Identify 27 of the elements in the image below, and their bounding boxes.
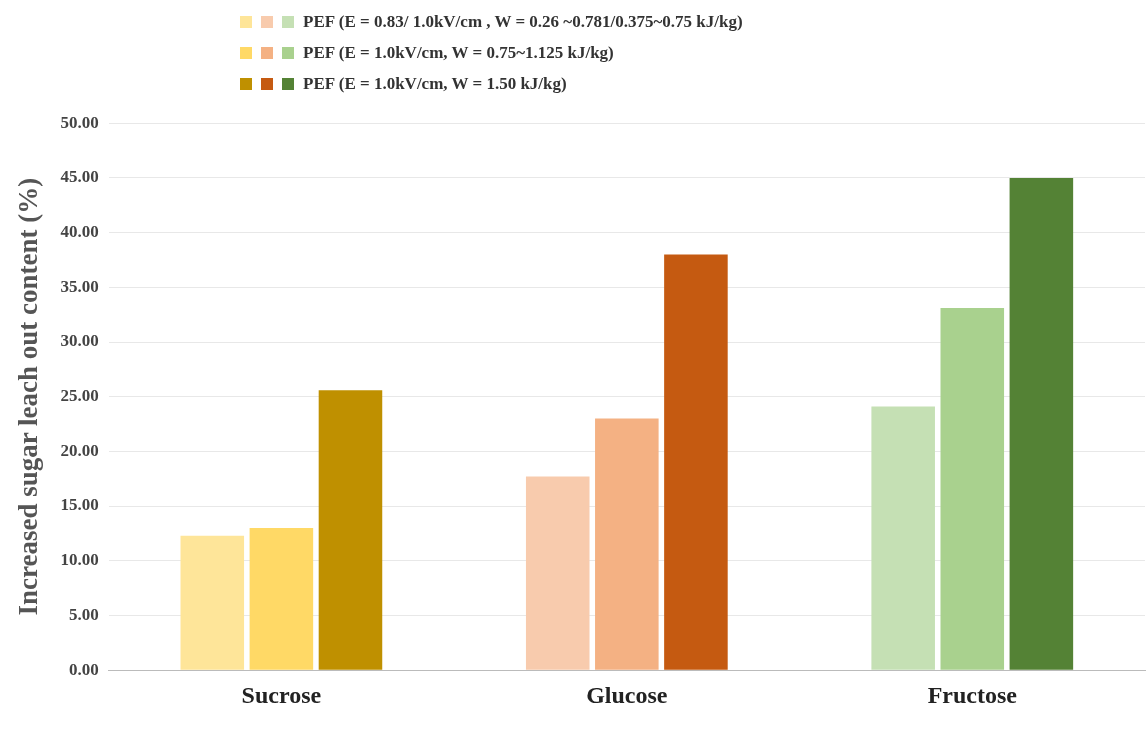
bar bbox=[871, 406, 935, 670]
y-tick-label: 10.00 bbox=[60, 550, 99, 570]
y-tick-label: 40.00 bbox=[60, 221, 99, 241]
legend-label: PEF (E = 1.0kV/cm, W = 0.75~1.125 kJ/kg) bbox=[303, 42, 614, 63]
y-tick-label: 35.00 bbox=[60, 276, 99, 296]
y-tick-label: 30.00 bbox=[60, 331, 99, 351]
x-tick-label: Sucrose bbox=[241, 681, 322, 708]
bar bbox=[664, 254, 728, 670]
legend-label: PEF (E = 1.0kV/cm, W = 1.50 kJ/kg) bbox=[303, 73, 567, 94]
y-tick-label: 25.00 bbox=[60, 386, 99, 406]
y-tick-label: 15.00 bbox=[60, 495, 99, 515]
bar bbox=[525, 476, 590, 670]
y-tick-label: 20.00 bbox=[60, 440, 99, 460]
bar bbox=[1009, 177, 1074, 670]
legend-label: PEF (E = 0.83/ 1.0kV/cm , W = 0.26 ~0.781/0.375~0.75 kJ/kg) bbox=[303, 11, 743, 32]
bar bbox=[318, 390, 383, 670]
y-axis-title: Increased sugar leach out content (%) bbox=[13, 177, 44, 616]
y-tick-label: 45.00 bbox=[60, 167, 99, 187]
bar bbox=[595, 418, 659, 670]
y-tick-label: 0.00 bbox=[68, 659, 99, 679]
x-tick-label: Fructose bbox=[927, 681, 1018, 708]
y-tick-label: 5.00 bbox=[68, 604, 99, 624]
bar bbox=[940, 308, 1005, 670]
bar bbox=[180, 535, 245, 670]
x-tick-label: Glucose bbox=[586, 681, 668, 708]
bar bbox=[249, 527, 314, 670]
y-tick-label: 50.00 bbox=[60, 112, 99, 132]
